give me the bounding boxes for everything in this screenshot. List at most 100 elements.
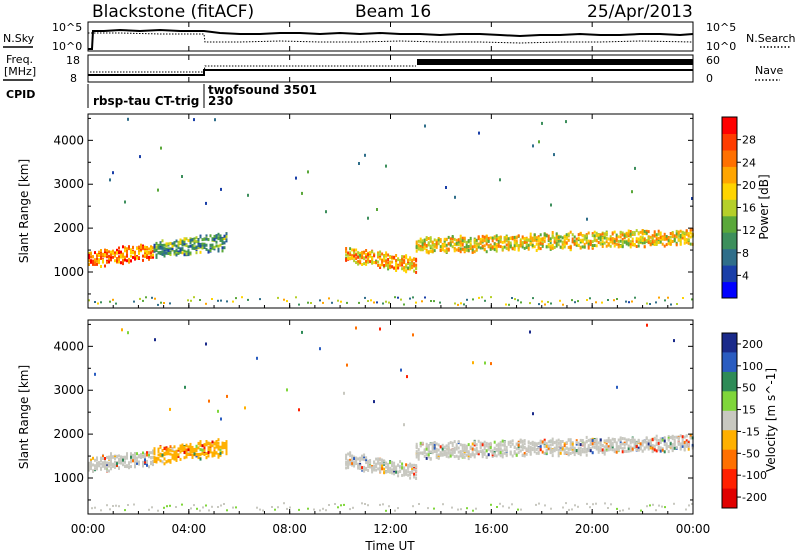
echo-cell xyxy=(391,464,394,468)
echo-cell xyxy=(114,460,116,464)
echo-cell xyxy=(682,297,684,299)
echo-cell xyxy=(685,232,688,236)
echo-cell xyxy=(553,236,556,240)
echo-cell xyxy=(617,239,620,243)
echo-cell xyxy=(353,464,356,468)
echo-cell xyxy=(663,232,666,236)
echo-cell xyxy=(441,247,444,251)
echo-cell xyxy=(307,301,309,304)
colorbar-tick-label: 4 xyxy=(742,269,749,282)
echo-cell xyxy=(529,232,532,236)
echo-cell xyxy=(619,442,622,446)
echo-cell xyxy=(529,302,531,305)
echo-cell xyxy=(399,261,402,265)
colorbar-tick-label: 200 xyxy=(742,338,763,351)
echo-cell xyxy=(159,241,162,245)
echo-cell xyxy=(345,249,348,253)
echo-cell xyxy=(659,441,662,444)
echo-cell xyxy=(310,302,312,304)
echo-cell xyxy=(195,449,198,453)
echo-cell xyxy=(307,170,309,174)
echo-cell xyxy=(579,238,582,242)
echo-cell xyxy=(187,448,190,452)
echo-cell xyxy=(661,242,664,246)
echo-cell xyxy=(559,444,562,448)
echo-cell xyxy=(223,241,226,245)
echo-cell xyxy=(367,468,370,472)
echo-cell xyxy=(220,187,222,191)
echo-cell xyxy=(130,457,132,461)
echo-cell xyxy=(679,445,682,449)
echo-cell xyxy=(100,253,102,256)
echo-cell xyxy=(615,238,618,242)
echo-cell xyxy=(531,443,534,447)
echo-cell xyxy=(577,236,580,240)
echo-cell xyxy=(641,449,644,453)
echo-cell xyxy=(207,238,210,241)
echo-cell xyxy=(593,442,596,446)
echo-cell xyxy=(148,455,150,459)
echo-cell xyxy=(491,246,494,250)
echo-cell xyxy=(417,453,420,457)
echo-cell xyxy=(649,504,651,507)
echo-cell xyxy=(569,447,572,451)
echo-cell xyxy=(495,234,498,238)
echo-cell xyxy=(112,463,114,467)
colorbar-cell xyxy=(722,199,737,217)
echo-cell xyxy=(487,236,490,240)
echo-cell xyxy=(220,299,222,302)
echo-cell xyxy=(683,448,686,452)
echo-cell xyxy=(359,456,362,460)
echo-cell xyxy=(663,450,666,454)
echo-cell xyxy=(651,236,654,240)
echo-cell xyxy=(429,239,432,243)
echo-cell xyxy=(187,253,190,257)
echo-cell xyxy=(681,444,684,448)
echo-cell xyxy=(106,251,108,255)
echo-cell xyxy=(629,242,632,246)
echo-cell xyxy=(661,438,664,442)
echo-cell xyxy=(563,451,566,455)
echo-cell xyxy=(652,503,654,506)
echo-cell xyxy=(469,247,472,250)
echo-cell xyxy=(431,243,434,247)
echo-cell xyxy=(579,446,582,450)
echo-cell xyxy=(567,233,570,237)
echo-cell xyxy=(451,453,454,457)
echo-cell xyxy=(525,246,528,249)
echo-cell xyxy=(319,347,321,351)
echo-cell xyxy=(577,441,580,445)
echo-cell xyxy=(215,445,218,449)
echo-cell xyxy=(615,441,618,445)
echo-cell xyxy=(130,460,132,464)
echo-cell xyxy=(163,453,166,457)
echo-cell xyxy=(185,250,188,254)
echo-cell xyxy=(120,461,122,465)
echo-cell xyxy=(167,447,170,451)
echo-cell xyxy=(639,230,642,234)
echo-cell xyxy=(365,461,368,465)
echo-cell xyxy=(503,239,506,243)
echo-cell xyxy=(531,239,534,243)
echo-cell xyxy=(477,237,480,241)
echo-cell xyxy=(413,475,416,479)
echo-cell xyxy=(577,243,580,247)
echo-cell xyxy=(388,301,390,304)
echo-cell xyxy=(611,232,614,236)
echo-cell xyxy=(609,235,612,239)
echo-cell xyxy=(623,240,626,244)
echo-cell xyxy=(539,239,542,243)
echo-cell xyxy=(521,448,524,451)
echo-cell xyxy=(667,436,670,440)
echo-cell xyxy=(171,453,174,457)
echo-cell xyxy=(283,502,285,505)
echo-cell xyxy=(579,240,582,244)
echo-cell xyxy=(171,447,174,451)
echo-cell xyxy=(179,447,182,451)
echo-cell xyxy=(421,239,424,243)
echo-cell xyxy=(639,238,642,242)
echo-cell xyxy=(545,442,548,446)
echo-cell xyxy=(653,230,656,234)
echo-cell xyxy=(165,452,168,456)
echo-cell xyxy=(577,443,580,447)
